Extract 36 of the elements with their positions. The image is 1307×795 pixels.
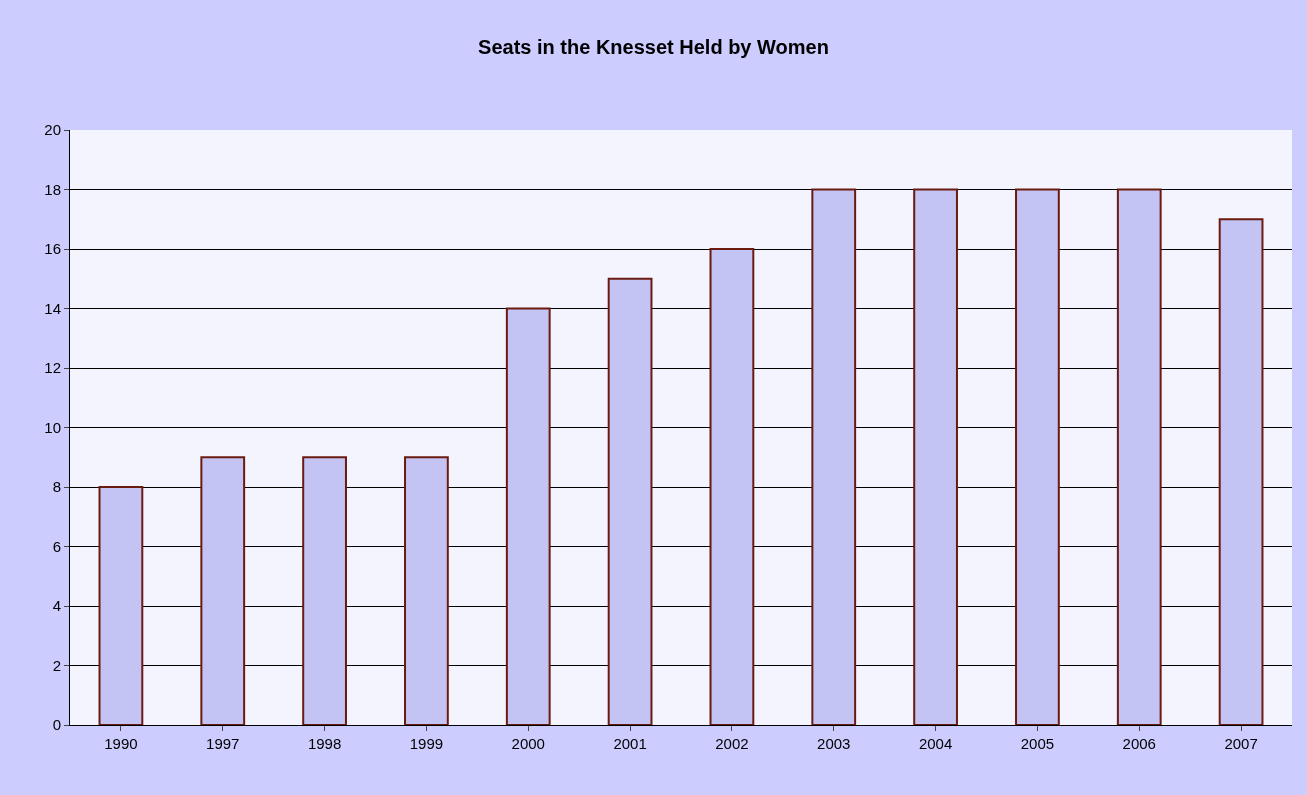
x-tick-label: 1990 bbox=[104, 735, 138, 752]
x-tick-label: 2005 bbox=[1020, 735, 1055, 752]
x-tick-label: 2004 bbox=[918, 735, 953, 752]
bar bbox=[1218, 218, 1264, 725]
bar bbox=[913, 188, 958, 725]
y-tick-label: 20 bbox=[44, 121, 61, 139]
y-tick-label: 10 bbox=[44, 418, 61, 436]
x-tick-label: 2006 bbox=[1122, 735, 1156, 752]
x-tick-label: 2007 bbox=[1224, 735, 1258, 752]
y-tick-label: 4 bbox=[52, 597, 61, 615]
bar bbox=[811, 188, 857, 725]
bar bbox=[1116, 188, 1162, 725]
y-tick-label: 14 bbox=[44, 299, 61, 317]
y-tick-label: 8 bbox=[52, 478, 61, 496]
x-tick-label: 2000 bbox=[511, 735, 545, 752]
chart-title: Seats in the Knesset Held by Women bbox=[478, 35, 829, 58]
x-tick-label: 1998 bbox=[307, 735, 342, 752]
bar bbox=[200, 456, 246, 725]
y-tick-label: 16 bbox=[44, 240, 61, 258]
x-tick-label: 1999 bbox=[409, 735, 444, 752]
bar bbox=[607, 277, 653, 725]
y-tick-label: 12 bbox=[44, 359, 61, 377]
bar bbox=[98, 486, 144, 725]
y-tick-label: 18 bbox=[44, 180, 61, 198]
bar bbox=[709, 248, 755, 725]
bar bbox=[302, 456, 347, 725]
x-tick-label: 2002 bbox=[715, 735, 749, 752]
x-tick-label: 2001 bbox=[613, 735, 647, 752]
bar bbox=[1015, 188, 1060, 725]
y-tick-label: 0 bbox=[52, 716, 61, 734]
y-tick-label: 6 bbox=[52, 537, 61, 555]
x-tick-label: 1997 bbox=[206, 735, 240, 752]
bar bbox=[404, 456, 449, 725]
bar bbox=[505, 307, 551, 725]
y-tick-label: 2 bbox=[52, 656, 61, 674]
x-tick-label: 2003 bbox=[817, 735, 851, 752]
